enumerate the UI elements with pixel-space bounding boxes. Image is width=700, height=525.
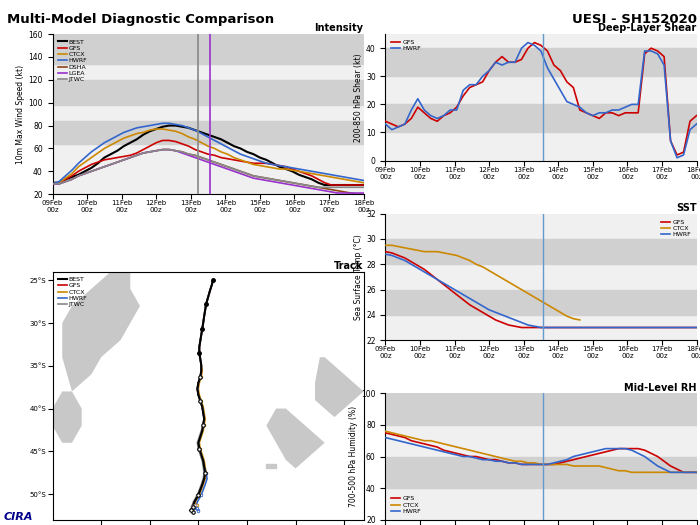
Bar xyxy=(386,290,696,315)
Bar xyxy=(52,34,363,64)
Text: UESI - SH152020: UESI - SH152020 xyxy=(571,13,696,26)
Bar xyxy=(386,239,696,264)
Bar xyxy=(386,457,696,488)
Polygon shape xyxy=(52,392,82,443)
Polygon shape xyxy=(267,464,276,468)
Legend: GFS, HWRF: GFS, HWRF xyxy=(389,37,424,54)
Y-axis label: 200-850 hPa Shear (kt): 200-850 hPa Shear (kt) xyxy=(354,53,363,142)
Legend: BEST, GFS, CTCX, HWRF, JTWC: BEST, GFS, CTCX, HWRF, JTWC xyxy=(55,275,90,309)
Y-axis label: Sea Surface Temp (°C): Sea Surface Temp (°C) xyxy=(354,234,363,320)
Bar xyxy=(52,121,363,144)
Polygon shape xyxy=(315,357,363,417)
Text: SST: SST xyxy=(676,203,696,213)
Text: Intensity: Intensity xyxy=(314,23,363,34)
Text: Multi-Model Diagnostic Comparison: Multi-Model Diagnostic Comparison xyxy=(7,13,274,26)
Text: Mid-Level RH: Mid-Level RH xyxy=(624,383,696,393)
Text: Track: Track xyxy=(334,261,363,271)
Bar xyxy=(386,48,696,76)
Polygon shape xyxy=(267,408,325,468)
Text: Deep-Layer Shear: Deep-Layer Shear xyxy=(598,23,696,34)
Y-axis label: 700-500 hPa Humidity (%): 700-500 hPa Humidity (%) xyxy=(349,406,358,507)
Legend: GFS, CTCX, HWRF: GFS, CTCX, HWRF xyxy=(659,217,694,240)
Legend: GFS, CTCX, HWRF: GFS, CTCX, HWRF xyxy=(389,494,424,517)
Y-axis label: 10m Max Wind Speed (kt): 10m Max Wind Speed (kt) xyxy=(17,65,25,164)
Bar xyxy=(386,104,696,132)
Bar xyxy=(386,393,696,425)
Text: CIRA: CIRA xyxy=(4,512,33,522)
Legend: BEST, GFS, CTCX, HWRF, DSHA, LGEA, JTWC: BEST, GFS, CTCX, HWRF, DSHA, LGEA, JTWC xyxy=(55,37,90,84)
Bar xyxy=(52,80,363,105)
Polygon shape xyxy=(62,272,140,392)
